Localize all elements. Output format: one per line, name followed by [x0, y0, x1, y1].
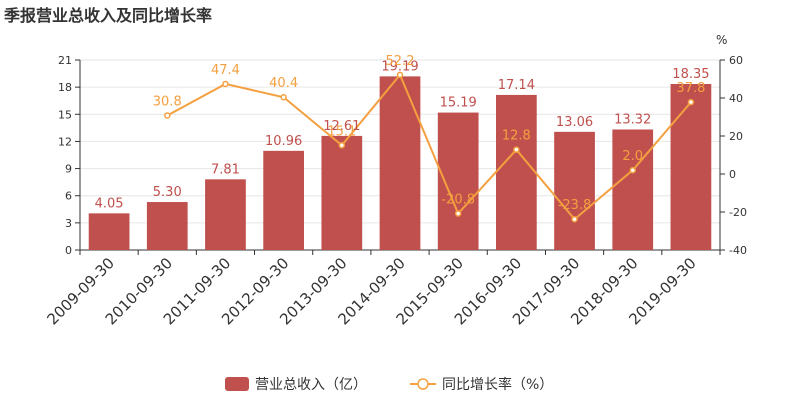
line-point: [629, 166, 636, 174]
line-point: [454, 210, 462, 217]
bar-value-label: 5.30: [153, 185, 182, 200]
y-left-tick-label: 0: [65, 244, 72, 257]
legend-bar-label[interactable]: 营业总收入（亿）: [255, 377, 367, 393]
bar-value-label: 13.06: [556, 115, 593, 130]
bar-value-label: 13.32: [614, 112, 651, 127]
line-value-label: 40.4: [269, 76, 298, 91]
line-point: [280, 93, 287, 101]
growth-line: [166, 72, 692, 221]
line-value-label: -23.8: [558, 198, 592, 213]
y-right-tick-label: 0: [729, 168, 736, 181]
bar: [379, 76, 421, 250]
bar: [496, 94, 537, 250]
line-value-label: 37.8: [676, 81, 705, 96]
line-series: [164, 71, 695, 223]
bar-value-label: 17.14: [498, 78, 535, 93]
line-point: [164, 112, 171, 119]
y-right-tick-label: 60: [729, 54, 743, 67]
legend-line-marker[interactable]: [417, 378, 429, 390]
y-left-tick-label: 18: [58, 81, 72, 94]
bar: [205, 179, 246, 250]
y-right-tick-label: -40: [729, 244, 747, 257]
bar-value-label: 12.61: [323, 119, 360, 134]
bar: [321, 135, 363, 250]
bar-value-label: 4.05: [95, 196, 124, 211]
line-value-label: -20.8: [441, 193, 475, 208]
data-labels: 4.05 5.30 7.81 10.96 12.61 19.19 15.19 17.14 13.…: [95, 54, 710, 213]
line-point: [222, 80, 229, 88]
line-point: [513, 146, 520, 153]
line-value-label: 47.4: [211, 63, 240, 78]
y-right-tick-label: 40: [729, 92, 743, 105]
legend: 营业总收入（亿） 同比增长率（%）: [225, 376, 553, 393]
bar: [670, 83, 712, 250]
y-right-tick-label: -20: [729, 206, 747, 219]
bar: [88, 213, 130, 250]
y-right-tick-label: 20: [729, 130, 743, 143]
bar-series: [88, 76, 712, 250]
bar: [554, 131, 595, 250]
line-point: [338, 142, 346, 149]
line-value-label: 52.2: [386, 54, 415, 69]
line-point: [396, 71, 404, 79]
bar: [263, 150, 304, 250]
line-value-label: 2.0: [622, 149, 643, 164]
y-left-tick-label: 9: [65, 163, 72, 176]
y-left-tick-label: 3: [65, 217, 72, 230]
line-value-label: 12.8: [502, 129, 531, 144]
line-point: [571, 215, 578, 223]
bar-value-label: 7.81: [211, 162, 240, 177]
y-right-unit: %: [716, 33, 727, 47]
line-value-label: 30.8: [153, 94, 182, 109]
bar-value-label: 19.19: [381, 59, 418, 74]
y-left-tick-label: 15: [58, 108, 72, 121]
chart-title: 季报营业总收入及同比增长率: [4, 6, 213, 25]
y-left-tick-label: 6: [65, 190, 72, 203]
bar-value-label: 18.35: [672, 67, 709, 82]
legend-line-label[interactable]: 同比增长率（%）: [442, 376, 553, 393]
y-left-tick-label: 21: [58, 54, 72, 67]
legend-bar-swatch[interactable]: [225, 377, 249, 391]
bar: [612, 129, 654, 250]
line-point: [687, 98, 695, 106]
bar-value-label: 15.19: [440, 96, 477, 111]
line-value-label: 15.1: [327, 124, 356, 139]
bar: [146, 202, 188, 250]
y-left-tick-label: 12: [58, 135, 72, 148]
bar-value-label: 10.96: [265, 134, 302, 149]
